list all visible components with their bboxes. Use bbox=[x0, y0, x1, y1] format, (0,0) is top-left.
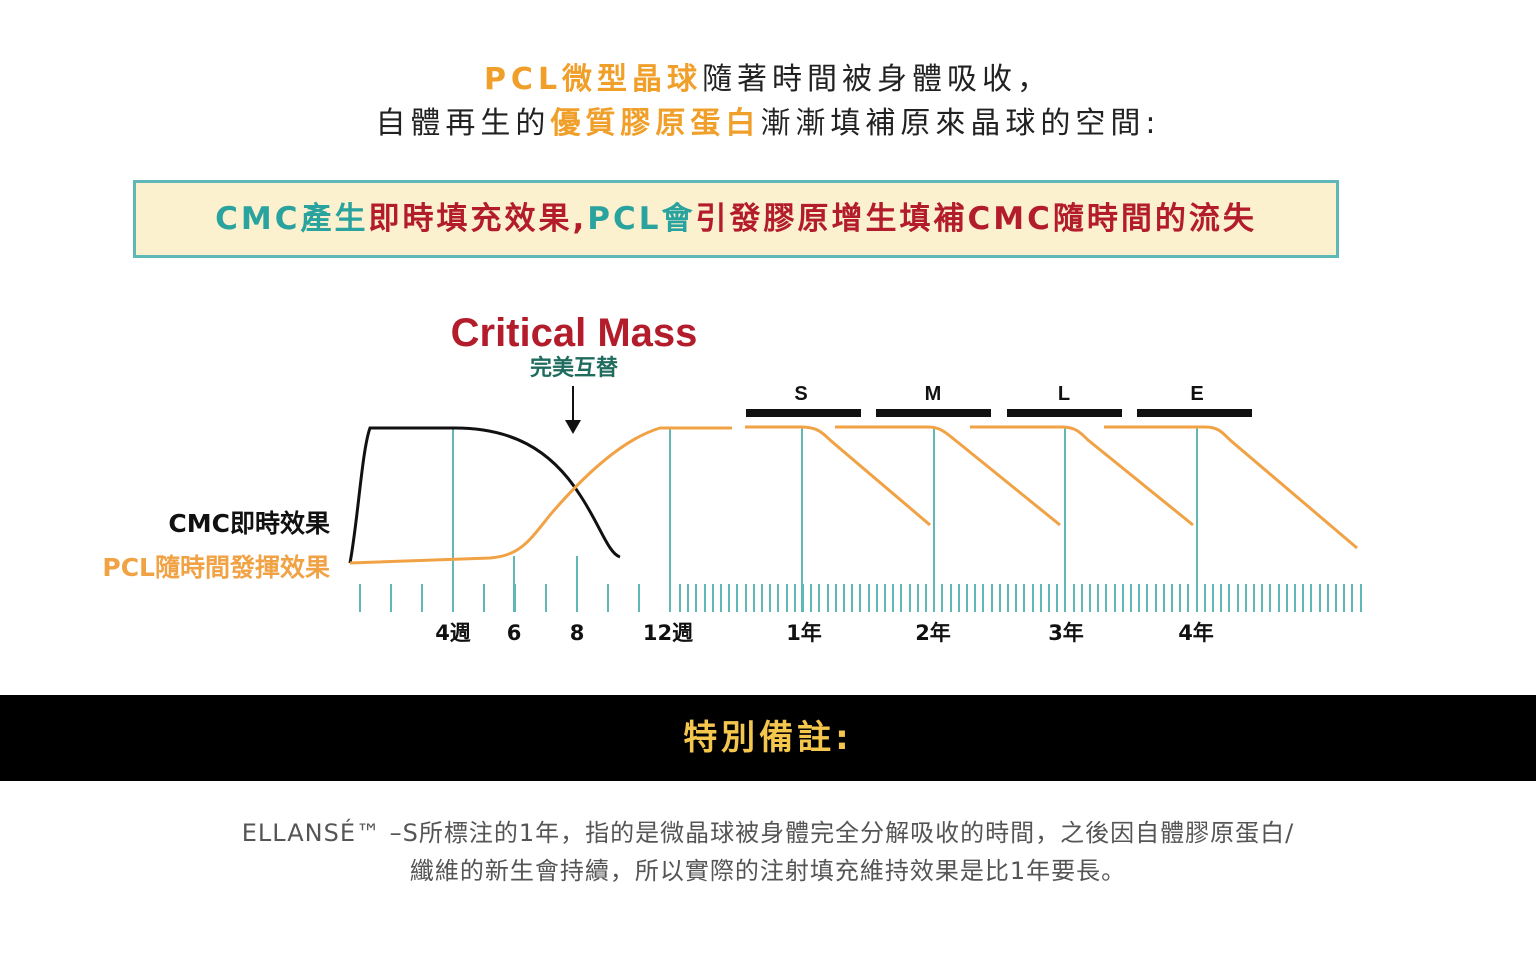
note-line-2: 纖維的新生會持續，所以實際的注射填充維持效果是比1年要長。 bbox=[409, 857, 1127, 885]
legend-cmc: CMC即時效果 bbox=[168, 509, 330, 538]
intro-highlight-pcl: PCL微型晶球 bbox=[483, 62, 703, 97]
note-line-1: ELLANSÉ™ –S所標注的1年，指的是微晶球被身體完全分解吸收的時間，之後因… bbox=[241, 819, 1295, 847]
x-tick-label: 4年 bbox=[1178, 621, 1214, 645]
x-tick-label: 2年 bbox=[915, 621, 951, 645]
x-tick-label: 6 bbox=[507, 621, 522, 645]
marker-lines bbox=[452, 428, 1198, 612]
x-tick-label: 8 bbox=[570, 621, 585, 645]
legend-pcl: PCL隨時間發揮效果 bbox=[102, 553, 330, 582]
banner-pcl: PCL會 bbox=[587, 201, 696, 237]
x-tick-labels: 4週 6 8 12週 1年 2年 3年 4年 bbox=[435, 621, 1214, 645]
x-tick-label: 12週 bbox=[643, 621, 693, 645]
duration-bar-e bbox=[1137, 409, 1252, 417]
duration-label-s: S bbox=[794, 383, 807, 405]
banner-cmc: CMC產生 bbox=[215, 201, 369, 237]
banner-instant: 即時填充效果, bbox=[368, 201, 588, 237]
pcl-curves bbox=[349, 425, 1358, 565]
intro-line-2-pre: 自體再生的 bbox=[375, 106, 551, 141]
special-note-heading: 特別備註: bbox=[0, 695, 1536, 781]
duration-label-m: M bbox=[925, 383, 942, 405]
pcl-decline-s bbox=[745, 425, 931, 527]
intro-line-1: PCL微型晶球隨著時間被身體吸收， bbox=[0, 58, 1536, 102]
x-tick-label: 1年 bbox=[786, 621, 822, 645]
cmc-curve bbox=[348, 426, 621, 564]
pcl-rise-curve bbox=[349, 426, 732, 565]
summary-banner: CMC產生即時填充效果,PCL會引發膠原增生填補CMC隨時間的流失 bbox=[133, 180, 1339, 258]
x-tick-label: 3年 bbox=[1048, 621, 1084, 645]
critical-mass-arrowhead bbox=[565, 420, 581, 434]
intro-line-2: 自體再生的優質膠原蛋白漸漸填補原來晶球的空間: bbox=[0, 102, 1536, 146]
x-tick-label: 4週 bbox=[435, 621, 471, 645]
duration-bar-m bbox=[876, 409, 991, 417]
pcl-decline-m bbox=[835, 425, 1061, 527]
duration-bar-s bbox=[746, 409, 861, 417]
product-duration-bars: S M L E bbox=[746, 383, 1252, 417]
intro-line-1-rest: 隨著時間被身體吸收， bbox=[702, 62, 1053, 97]
chart-subtitle: 完美互替 bbox=[530, 355, 618, 381]
duration-label-e: E bbox=[1190, 383, 1203, 405]
special-note-text: ELLANSÉ™ –S所標注的1年，指的是微晶球被身體完全分解吸收的時間，之後因… bbox=[0, 814, 1536, 890]
banner-collagen: 引發膠原增生填補CMC隨時間的流失 bbox=[695, 201, 1257, 237]
intro-text: PCL微型晶球隨著時間被身體吸收， 自體再生的優質膠原蛋白漸漸填補原來晶球的空間… bbox=[0, 58, 1536, 146]
duration-bar-l bbox=[1007, 409, 1122, 417]
timeline-ticks bbox=[359, 584, 1362, 612]
chart-title: Critical Mass bbox=[451, 311, 698, 355]
pcl-decline-l bbox=[970, 425, 1194, 527]
duration-label-l: L bbox=[1058, 383, 1070, 405]
intro-line-2-rest: 漸漸填補原來晶球的空間: bbox=[760, 106, 1161, 141]
pcl-decline-e bbox=[1104, 425, 1358, 550]
effect-timeline-diagram: Critical Mass 完美互替 S M L E CMC即時效果 P bbox=[102, 311, 1362, 645]
intro-highlight-collagen: 優質膠原蛋白 bbox=[550, 106, 761, 141]
